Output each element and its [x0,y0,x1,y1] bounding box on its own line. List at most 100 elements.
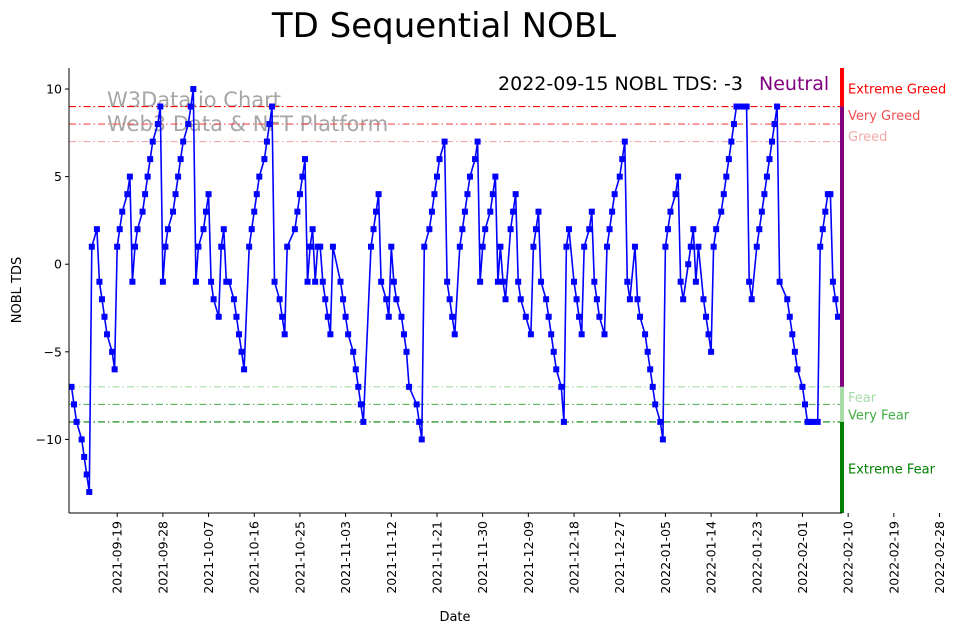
zone-label-very-greed: Very Greed [848,109,920,124]
data-point [319,278,326,285]
data-point [355,383,362,390]
data-point [233,313,240,320]
zone-label-very-fear: Very Fear [848,408,910,423]
data-point [710,243,717,250]
data-point [532,226,539,233]
y-ticks: 10 5 0 −5 −10 [36,82,69,447]
data-point [730,121,737,128]
data-point [763,173,770,180]
data-point [563,243,570,250]
data-point [647,366,654,373]
data-point [718,208,725,215]
data-point [337,278,344,285]
data-point [766,156,773,163]
data-point [276,296,283,303]
data-point [553,366,560,373]
data-point [502,296,509,303]
data-point [705,331,712,338]
data-point [692,278,699,285]
data-point [177,156,184,163]
data-point [378,278,385,285]
data-point [700,296,707,303]
data-point [192,278,199,285]
data-point [571,278,578,285]
data-point [444,278,451,285]
data-point [200,226,207,233]
x-tick-label: 2022-02-01 [795,521,810,594]
data-point [667,208,674,215]
data-point [527,331,534,338]
data-point [390,278,397,285]
x-tick-label: 2022-02-28 [932,521,947,594]
data-point [774,103,781,110]
axes [68,68,842,514]
data-point [451,331,458,338]
data-point [758,208,765,215]
data-point [131,243,138,250]
data-point [672,191,679,198]
data-point [263,138,270,145]
data-point [593,296,600,303]
data-point [393,296,400,303]
data-point [728,138,735,145]
data-point [822,208,829,215]
data-point [596,313,603,320]
data-point [746,278,753,285]
data-point [827,191,834,198]
data-point [350,348,357,355]
data-point [677,278,684,285]
data-point [446,296,453,303]
data-point [517,296,524,303]
data-point [799,383,806,390]
data-point [147,156,154,163]
data-point [832,296,839,303]
data-point [154,121,161,128]
data-point [784,296,791,303]
x-tick-label: 2021-12-18 [567,521,582,594]
data-point [190,86,197,93]
data-point [456,243,463,250]
data-point [205,191,212,198]
data-point [385,313,392,320]
data-point [664,226,671,233]
data-point [621,138,628,145]
zone-label-extreme-greed: Extreme Greed [848,83,946,98]
zone-bar [840,68,844,513]
data-point [246,243,253,250]
data-point [126,173,133,180]
data-point [241,366,248,373]
data-point [550,348,557,355]
data-point [794,366,801,373]
data-point [266,121,273,128]
data-point [383,296,390,303]
data-point [644,348,651,355]
data-point [586,226,593,233]
data-point [433,173,440,180]
data-point [104,331,111,338]
data-point [466,173,473,180]
data-point [814,418,821,425]
data-point [817,243,824,250]
data-point [284,243,291,250]
y-tick-label: 10 [46,82,62,97]
data-point [720,191,727,198]
data-point [761,191,768,198]
data-point [545,313,552,320]
data-point [203,208,210,215]
x-tick-label: 2022-01-14 [704,521,719,594]
data-point [236,331,243,338]
x-tick-label: 2021-11-30 [475,521,490,594]
data-point [220,226,227,233]
data-point [659,436,666,443]
data-point [535,208,542,215]
y-tick-label: −5 [44,344,62,359]
data-point [345,331,352,338]
series-line [70,88,839,493]
data-point [180,138,187,145]
data-point [449,313,456,320]
data-point [492,173,499,180]
data-point [248,226,255,233]
y-axis-label: NOBL TDS [10,257,25,323]
data-point [421,243,428,250]
